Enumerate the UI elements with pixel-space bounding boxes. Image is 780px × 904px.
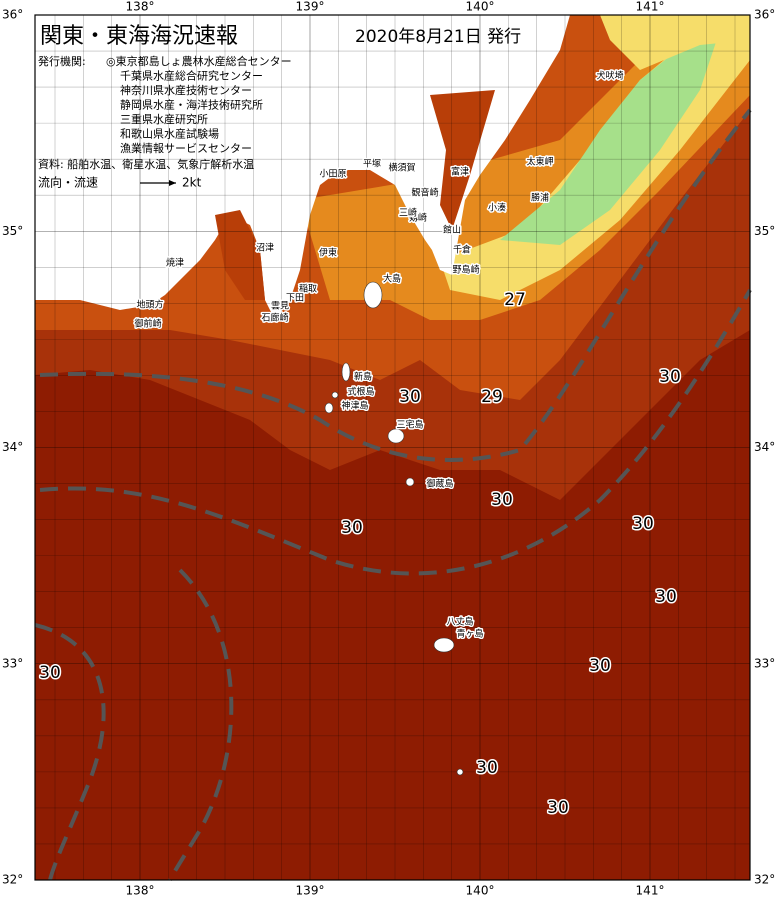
- place-name: 下田: [286, 293, 304, 304]
- temperature-label: 30: [655, 587, 677, 607]
- current-axis: [34, 108, 752, 881]
- place-name: 犬吠埼: [596, 70, 623, 82]
- island: [341, 362, 351, 382]
- island: [456, 768, 464, 776]
- temperature-label: 30: [399, 387, 421, 407]
- latitude-label: 32°: [754, 873, 775, 887]
- issuer: 千葉県水産総合研究センター: [120, 69, 263, 83]
- temperature-label: 30: [476, 758, 498, 778]
- latitude-label: 35°: [2, 224, 23, 238]
- current-line: [168, 568, 234, 881]
- latitude-label: 33°: [754, 656, 775, 670]
- island: [405, 477, 415, 487]
- sea-zone: [500, 30, 720, 245]
- temperature-label: 30: [632, 514, 654, 534]
- place-name: 三崎: [399, 207, 417, 219]
- latitude-label: 33°: [2, 656, 23, 670]
- issue-date: 2020年8月21日 発行: [355, 27, 521, 47]
- place-name: 館山: [443, 224, 461, 236]
- temperature-label: 30: [491, 490, 513, 510]
- place-name: 富津: [451, 166, 469, 178]
- longitude-label: 140°: [466, 884, 495, 898]
- place-name: 三宅島: [396, 419, 423, 431]
- temperature-label: 29: [481, 387, 503, 407]
- map-frame: [34, 14, 751, 881]
- longitude-label: 138°: [126, 884, 155, 898]
- longitude-label: 141°: [636, 0, 665, 14]
- place-name: 勝浦: [531, 192, 549, 204]
- place-name: 平塚: [363, 159, 381, 170]
- place-name: 小湊: [488, 202, 506, 214]
- latitude-label: 34°: [2, 440, 23, 454]
- place-name: 剱崎: [409, 212, 427, 224]
- place-name: 伊東: [319, 247, 337, 259]
- island: [387, 428, 405, 444]
- place-name: 小田原: [319, 169, 346, 180]
- flow-arrow-head: [169, 180, 176, 186]
- latitude-label: 32°: [2, 873, 23, 887]
- latitude-label: 35°: [754, 224, 775, 238]
- place-name: 野島崎: [452, 264, 479, 276]
- land: [35, 15, 570, 320]
- place-name: 石廊崎: [261, 312, 288, 324]
- place-name: 青ヶ島: [456, 628, 483, 640]
- place-name: 御蔵島: [426, 478, 453, 490]
- island: [433, 637, 455, 653]
- issuer: 静岡県水産・海洋技術研究所: [120, 98, 263, 112]
- issuer: 和歌山県水産試験場: [120, 127, 219, 141]
- place-name: 八丈島: [446, 616, 473, 628]
- grid: [35, 15, 750, 880]
- temperature-label: 30: [341, 518, 363, 538]
- sources: 資料: 船舶水温、衛星水温、気象庁解析水温: [38, 157, 254, 171]
- issuers-label: 発行機関:: [38, 54, 86, 68]
- place-name: 太東岬: [526, 156, 553, 168]
- place-name: 稲取: [299, 283, 317, 295]
- place-name: 観音崎: [411, 187, 438, 199]
- place-name: 新島: [354, 371, 372, 383]
- temperature-label: 30: [547, 798, 569, 818]
- flow-legend-label: 流向・流速: [38, 175, 98, 190]
- place-name: 横須賀: [388, 162, 415, 174]
- latitude-label: 36°: [2, 8, 23, 22]
- longitude-label: 140°: [466, 0, 495, 14]
- longitude-label: 138°: [126, 0, 155, 14]
- latitude-label: 34°: [754, 440, 775, 454]
- suruga-bay: [215, 210, 265, 300]
- place-name: 千倉: [453, 244, 471, 256]
- island: [331, 391, 339, 399]
- place-name: 御前崎: [134, 318, 161, 330]
- current-line: [34, 623, 106, 881]
- place-name: 地頭方: [136, 299, 163, 311]
- issuer: 神奈川県水産技術センター: [120, 83, 252, 97]
- place-name: 焼津: [166, 258, 184, 269]
- temperature-label: 30: [589, 656, 611, 676]
- issuer: 漁業情報サービスセンター: [120, 141, 252, 155]
- place-name: 神津島: [341, 400, 368, 412]
- islands: [324, 281, 464, 776]
- current-line: [39, 289, 752, 576]
- title: 関東・東海海況速報: [40, 24, 238, 49]
- flow-legend-scale: 2kt: [182, 176, 202, 190]
- longitude-label: 139°: [296, 884, 325, 898]
- temperature-label: 27: [504, 290, 526, 310]
- latitude-label: 36°: [754, 8, 775, 22]
- sea-zone: [600, 15, 750, 70]
- issuer: 三重県水産研究所: [120, 112, 208, 126]
- place-name: 雲見: [271, 301, 289, 312]
- issuer: ◎東京都島しょ農林水産総合センター: [106, 54, 292, 68]
- place-name: 大島: [383, 273, 401, 285]
- temperature-label: 30: [659, 367, 681, 387]
- current-line: [39, 108, 752, 462]
- island: [324, 402, 334, 414]
- longitude-label: 141°: [636, 884, 665, 898]
- tokyo-bay: [430, 90, 495, 230]
- place-name: 沼津: [256, 243, 274, 254]
- temperature-label: 30: [39, 663, 61, 683]
- place-name: 式根島: [347, 386, 374, 398]
- island: [363, 281, 383, 309]
- longitude-label: 139°: [296, 0, 325, 14]
